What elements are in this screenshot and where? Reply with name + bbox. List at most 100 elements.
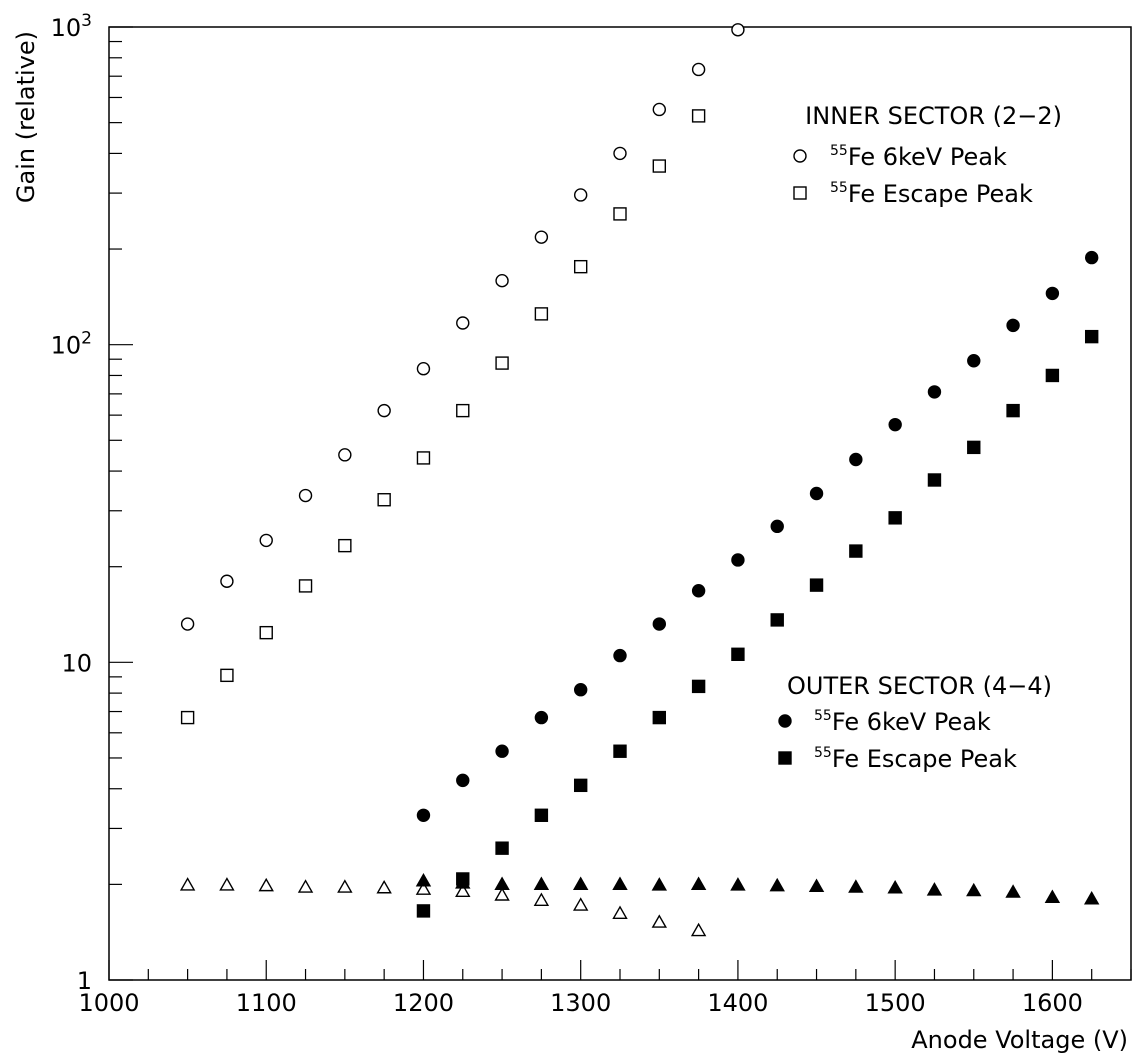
data-point	[455, 875, 471, 889]
legend-entry-label: 55Fe 6keV Peak	[830, 143, 1007, 171]
legend-marker	[793, 149, 807, 163]
data-point	[573, 683, 588, 697]
legend-inner-sector: INNER SECTOR (2−2) 55Fe 6keV Peak 55Fe Esc…	[793, 102, 1062, 208]
data-point	[180, 617, 195, 631]
data-point	[927, 385, 942, 399]
series-inner_escape	[180, 109, 706, 725]
data-point	[691, 62, 706, 77]
x-tick-label: 1000	[78, 989, 139, 1017]
x-tick-label: 1300	[550, 989, 611, 1017]
data-point	[1044, 889, 1061, 903]
data-point	[534, 808, 549, 822]
data-point	[690, 876, 707, 890]
data-point	[691, 679, 706, 694]
data-point	[455, 883, 471, 898]
data-point	[416, 904, 431, 918]
data-point	[651, 914, 668, 928]
data-point	[652, 710, 667, 725]
data-point	[416, 808, 431, 822]
data-point	[849, 452, 863, 467]
axis-ticks	[108, 26, 1132, 981]
data-point	[848, 879, 864, 893]
legend-entry-label: 55Fe Escape Peak	[814, 745, 1017, 773]
x-tick-label: 1200	[393, 989, 454, 1017]
data-point	[1084, 250, 1099, 265]
data-point	[1006, 403, 1020, 418]
data-point	[926, 882, 943, 896]
data-point	[1084, 329, 1099, 344]
legend-entry-label: 55Fe 6keV Peak	[814, 708, 991, 736]
data-point	[416, 451, 431, 465]
data-point	[731, 553, 745, 567]
data-point	[495, 356, 509, 370]
data-point	[298, 579, 313, 593]
data-point	[731, 23, 745, 37]
data-point	[612, 905, 628, 920]
data-point	[612, 876, 628, 890]
x-tick-label: 1600	[1022, 989, 1083, 1017]
data-point	[415, 873, 432, 887]
series-inner_ratio	[179, 877, 707, 937]
data-point	[613, 207, 627, 221]
legend-marker	[793, 186, 807, 200]
data-point	[887, 879, 903, 894]
x-axis-label: Anode Voltage (V)	[911, 1026, 1128, 1054]
data-point	[769, 877, 785, 892]
data-point	[494, 887, 510, 901]
data-point	[652, 617, 667, 631]
data-point	[456, 316, 470, 330]
data-point	[534, 710, 549, 725]
tick-labels: 1000 1100 1200 1300 1400 1500 1600 1 10 102 103	[51, 11, 1083, 1017]
data-point	[533, 892, 550, 907]
y-tick-label: 102	[51, 329, 92, 360]
data-point	[179, 877, 196, 891]
data-point	[533, 876, 550, 890]
data-point	[967, 354, 981, 368]
data-point	[456, 773, 470, 788]
y-tick-label: 10	[61, 649, 92, 677]
data-point	[495, 744, 509, 758]
data-point	[613, 146, 627, 161]
data-point	[534, 307, 549, 321]
data-point	[573, 259, 588, 274]
data-point	[258, 877, 274, 892]
data-point	[297, 879, 314, 893]
data-markers	[179, 23, 1100, 937]
data-point	[298, 488, 313, 503]
x-tick-label: 1500	[865, 989, 926, 1017]
data-point	[220, 574, 234, 588]
data-point	[731, 647, 745, 661]
data-point	[377, 493, 391, 507]
legend-marker	[778, 751, 792, 765]
data-point	[966, 882, 982, 897]
data-point	[770, 519, 784, 534]
series-outer_escape	[416, 329, 1099, 918]
data-point	[613, 744, 627, 758]
x-tick-label: 1400	[707, 989, 768, 1017]
data-point	[376, 879, 392, 894]
data-point	[770, 613, 784, 627]
data-point	[1045, 368, 1060, 383]
legend-heading: OUTER SECTOR (4−4)	[787, 672, 1052, 700]
data-point	[494, 876, 510, 890]
data-point	[456, 403, 470, 418]
data-point	[572, 897, 589, 911]
data-point	[337, 879, 353, 893]
data-point	[219, 877, 235, 891]
data-point	[691, 109, 706, 123]
x-tick-label: 1100	[236, 989, 297, 1017]
data-point	[888, 511, 902, 525]
legend-heading: INNER SECTOR (2−2)	[805, 102, 1062, 130]
data-point	[652, 159, 667, 173]
data-point	[534, 230, 549, 244]
data-point	[690, 922, 707, 937]
data-point	[651, 877, 668, 891]
data-point	[1045, 286, 1060, 301]
legends: INNER SECTOR (2−2) 55Fe 6keV Peak 55Fe Esc…	[778, 102, 1062, 773]
data-point	[572, 876, 589, 890]
data-point	[416, 362, 431, 376]
data-point	[888, 417, 902, 432]
y-tick-label: 1	[77, 967, 92, 995]
data-point	[849, 544, 863, 558]
